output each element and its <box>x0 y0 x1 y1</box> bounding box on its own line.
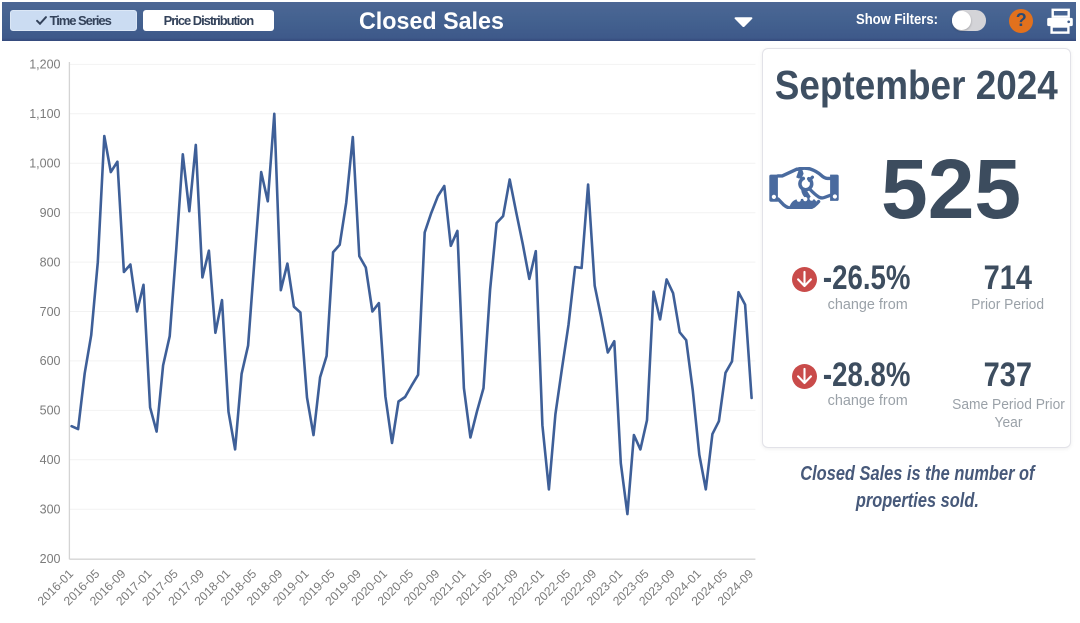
svg-text:400: 400 <box>40 453 61 467</box>
svg-text:500: 500 <box>40 404 61 418</box>
svg-text:200: 200 <box>40 552 61 566</box>
svg-text:1,100: 1,100 <box>29 107 60 121</box>
svg-text:700: 700 <box>40 305 61 319</box>
svg-text:300: 300 <box>40 503 61 517</box>
svg-text:1,000: 1,000 <box>29 157 60 171</box>
svg-text:1,200: 1,200 <box>29 58 60 72</box>
svg-text:900: 900 <box>40 206 61 220</box>
svg-text:800: 800 <box>40 255 61 269</box>
svg-text:600: 600 <box>40 354 61 368</box>
